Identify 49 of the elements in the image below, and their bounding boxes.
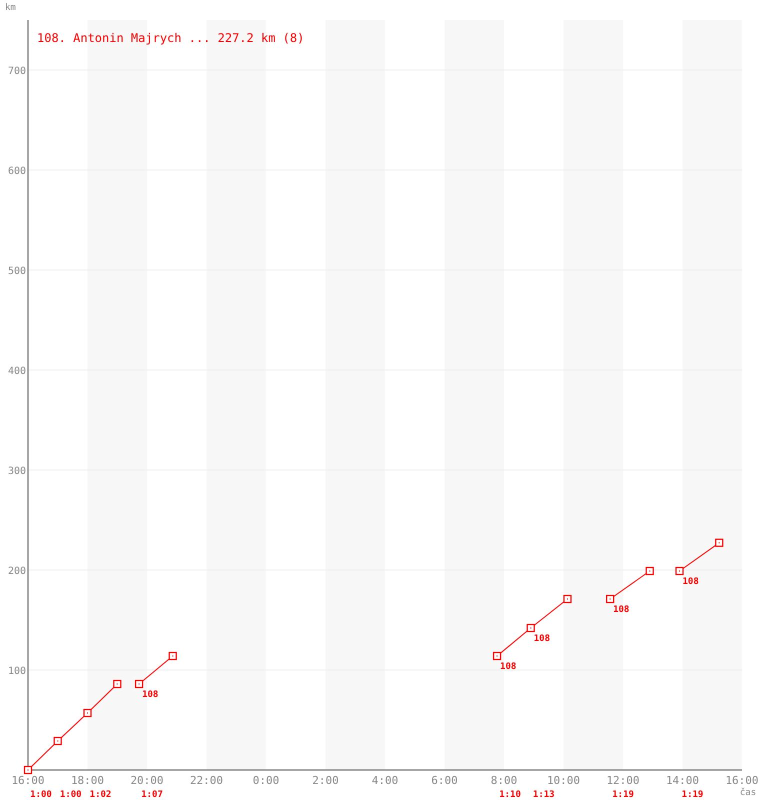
text: 1:07: [141, 790, 163, 800]
point: [54, 736, 62, 746]
text: 1:10: [499, 790, 521, 800]
x-tick-label: 12:00: [606, 774, 640, 787]
x-tick-label: 14:00: [666, 774, 700, 787]
text: 1:13: [532, 790, 555, 800]
text: 1:19: [682, 790, 704, 800]
text: 1:19: [612, 790, 634, 800]
point: [715, 538, 724, 547]
point: [113, 680, 122, 688]
x-tick-label: 22:00: [190, 774, 224, 787]
x-tick-label: 10:00: [546, 774, 580, 787]
y-tick-label: 200: [8, 566, 26, 577]
y-tick-label: 300: [8, 466, 26, 477]
y-tick-label: 500: [8, 266, 26, 277]
x-tick-label: 20:00: [130, 774, 164, 787]
x-tick-label: 4:00: [372, 774, 398, 787]
x-tick-label: 0:00: [252, 774, 280, 787]
point: [134, 680, 144, 688]
x-tick-label: 18:00: [70, 774, 104, 787]
point: [526, 624, 535, 632]
y-axis-title: km: [5, 3, 16, 13]
annotation: 108: [142, 690, 158, 700]
annotation: 108: [534, 634, 550, 644]
point: [646, 566, 654, 576]
x-tick-label: 16:00: [11, 774, 45, 787]
annotation: 108: [500, 662, 516, 672]
point: [606, 594, 614, 604]
y-tick-label: 100: [8, 666, 26, 677]
x-tick-label: 16:00: [725, 774, 759, 787]
text: 1:00: [60, 790, 82, 800]
point: [168, 652, 177, 660]
point: [24, 766, 32, 774]
x-axis-title: čas: [740, 787, 756, 798]
point: [563, 594, 572, 604]
point: [675, 566, 684, 576]
x-tick-label: 2:00: [312, 774, 339, 787]
y-tick-label: 400: [8, 366, 26, 377]
y-tick-label: 700: [8, 66, 26, 77]
text: 108. Antonin Majrych ... 227.2 km (8): [37, 31, 304, 45]
text: 1:00: [30, 790, 52, 800]
annotation: 108: [613, 605, 630, 615]
point: [83, 708, 92, 718]
point: [492, 652, 502, 660]
annotation: 108: [682, 577, 699, 587]
x-tick-label: 6:00: [431, 774, 458, 787]
x-tick-label: 8:00: [490, 774, 518, 787]
y-tick-label: 600: [8, 166, 26, 177]
text: 1:02: [90, 790, 112, 800]
